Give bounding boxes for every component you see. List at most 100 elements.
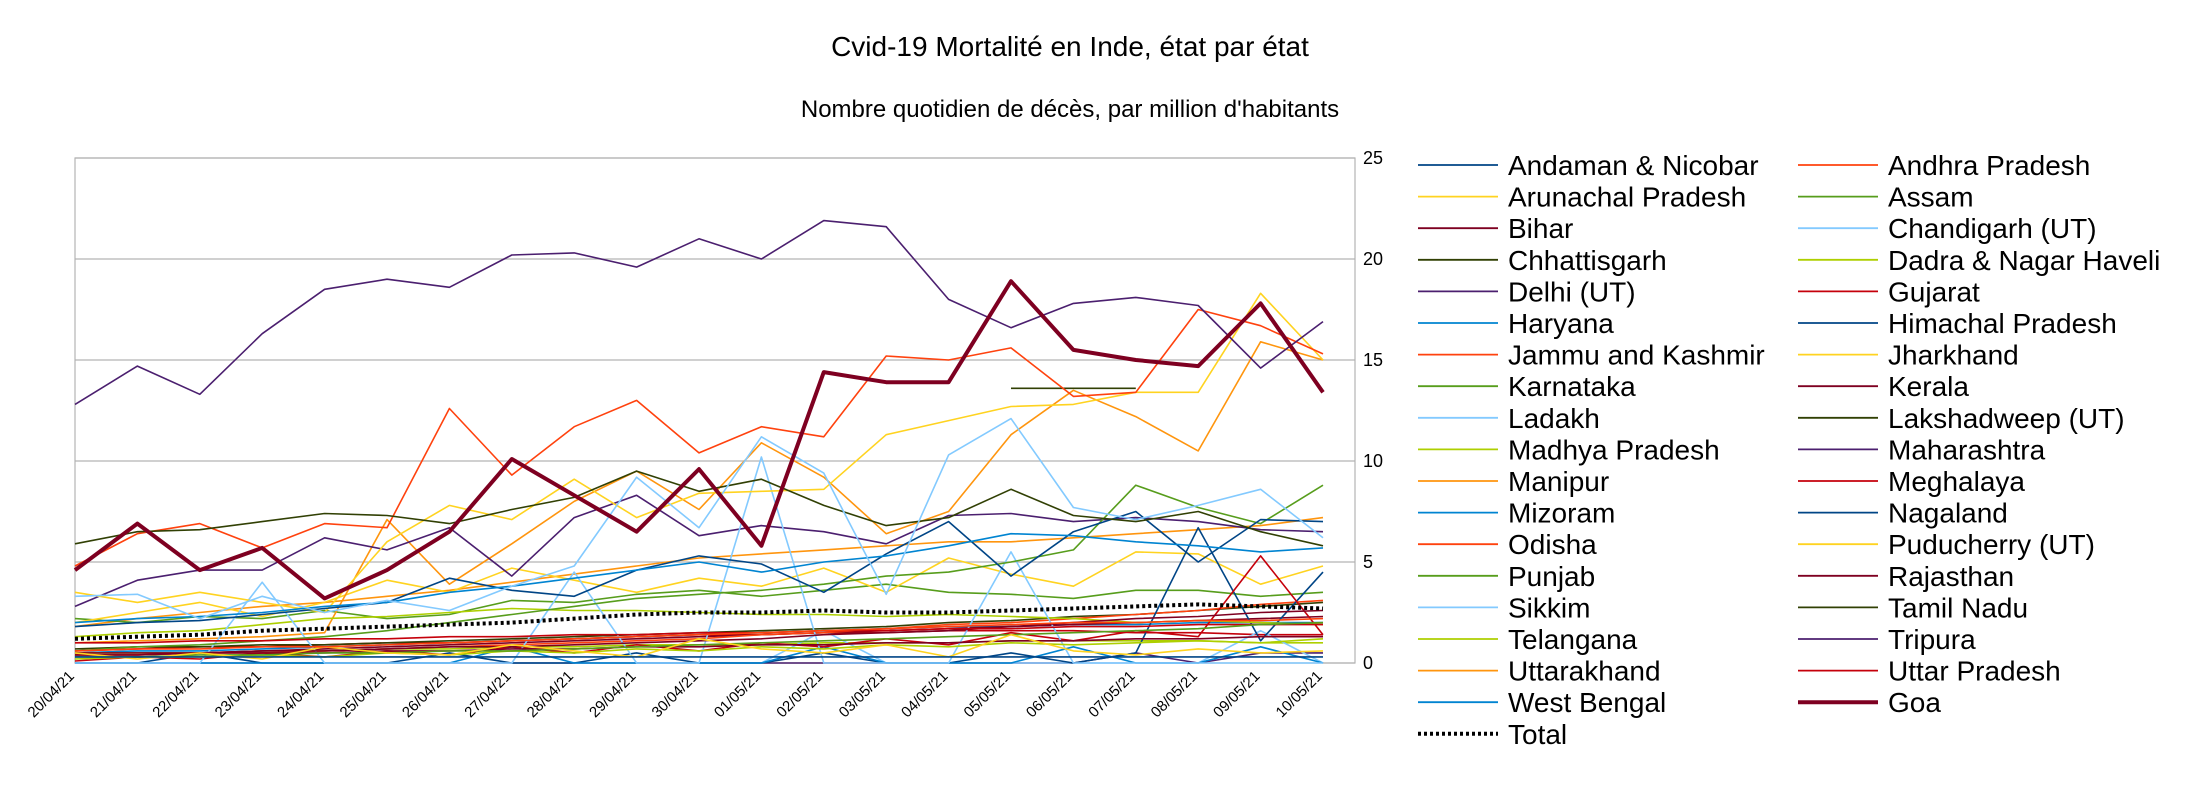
legend-entry: Punjab — [1418, 561, 1595, 592]
legend-label: Sikkim — [1508, 592, 1590, 623]
legend-entry: Nagaland — [1798, 498, 2008, 529]
legend-entry: Total — [1418, 719, 1567, 750]
chart-title: Cvid-19 Mortalité en Inde, état par état — [831, 31, 1309, 62]
legend-label: West Bengal — [1508, 687, 1666, 718]
series-line-jammu-and-kashmir — [74, 308, 1324, 567]
legend-label: Mizoram — [1508, 498, 1615, 529]
legend-entry: Bihar — [1418, 213, 1573, 244]
legend-label: Karnataka — [1508, 371, 1636, 402]
series-line-delhi-ut — [74, 219, 1324, 406]
legend-entry: Tripura — [1798, 624, 1976, 655]
legend-label: Kerala — [1888, 371, 1969, 402]
legend-label: Tripura — [1888, 624, 1976, 655]
x-tick-label: 01/05/21 — [711, 668, 764, 721]
series-line-himachal-pradesh — [74, 510, 1324, 628]
legend-entry: Lakshadweep (UT) — [1798, 403, 2125, 434]
legend-label: Andhra Pradesh — [1888, 150, 2090, 181]
series-line-total — [74, 602, 1324, 641]
x-tick-label: 28/04/21 — [524, 668, 577, 721]
series-line-chandigarh-ut — [74, 417, 1324, 620]
legend-entry: Uttar Pradesh — [1798, 656, 2061, 687]
x-tick-label: 26/04/21 — [399, 668, 452, 721]
legend-entry: Ladakh — [1418, 403, 1600, 434]
legend-entry: West Bengal — [1418, 687, 1666, 718]
legend-label: Jharkhand — [1888, 340, 2019, 371]
legend-entry: Haryana — [1418, 308, 1614, 339]
legend-entry: Madhya Pradesh — [1418, 434, 1720, 465]
legend-label: Assam — [1888, 182, 1974, 213]
legend-label: Himachal Pradesh — [1888, 308, 2117, 339]
series-line-chhattisgarh — [74, 470, 1324, 547]
legend-label: Dadra & Nagar Haveli — [1888, 245, 2160, 276]
series-line-andhra-pradesh — [74, 617, 1324, 652]
series-line-arunachal-pradesh — [74, 633, 1324, 660]
series-line-tamil-nadu — [74, 601, 1324, 650]
legend-entry: Karnataka — [1418, 371, 1636, 402]
series-line-haryana — [74, 532, 1324, 624]
legend-label: Gujarat — [1888, 276, 1980, 307]
legend-label: Lakshadweep (UT) — [1888, 403, 2125, 434]
x-tick-label: 09/05/21 — [1210, 668, 1263, 721]
legend-entry: Andhra Pradesh — [1798, 150, 2090, 181]
legend-label: Rajasthan — [1888, 561, 2014, 592]
legend-label: Arunachal Pradesh — [1508, 182, 1746, 213]
legend-entry: Tamil Nadu — [1798, 592, 2028, 623]
legend-label: Chandigarh (UT) — [1888, 213, 2097, 244]
series-line-manipur — [74, 341, 1324, 644]
x-tick-label: 22/04/21 — [149, 668, 202, 721]
legend-entry: Uttarakhand — [1418, 656, 1661, 687]
legend-label: Uttar Pradesh — [1888, 656, 2061, 687]
legend-entry: Sikkim — [1418, 592, 1590, 623]
x-axis: 20/04/21 21/04/21 22/04/21 23/04/21 24/04/21… — [25, 668, 1326, 721]
x-tick-label: 21/04/21 — [87, 668, 140, 721]
series-line-goa — [73, 279, 1325, 601]
legend-label: Bihar — [1508, 213, 1573, 244]
legend-entry: Chhattisgarh — [1418, 245, 1667, 276]
x-tick-label: 23/04/21 — [212, 668, 265, 721]
x-tick-label: 08/05/21 — [1148, 668, 1201, 721]
x-tick-label: 06/05/21 — [1023, 668, 1076, 721]
legend-label: Madhya Pradesh — [1508, 434, 1720, 465]
series-line-punjab — [74, 583, 1324, 624]
series-layer — [73, 219, 1325, 664]
y-tick-label: 20 — [1363, 249, 1383, 269]
legend-label: Jammu and Kashmir — [1508, 340, 1765, 371]
x-tick-label: 25/04/21 — [337, 668, 390, 721]
x-tick-label: 04/05/21 — [898, 668, 951, 721]
legend-entry: Jammu and Kashmir — [1418, 340, 1765, 371]
series-line-bihar — [75, 635, 1323, 656]
legend-label: Goa — [1888, 687, 1941, 718]
legend-entry: Gujarat — [1798, 276, 1980, 307]
legend-label: Maharashtra — [1888, 434, 2046, 465]
y-tick-label: 0 — [1363, 653, 1373, 673]
legend-entry: Delhi (UT) — [1418, 276, 1636, 307]
y-tick-label: 25 — [1363, 148, 1383, 168]
x-tick-label: 24/04/21 — [274, 668, 327, 721]
x-tick-label: 02/05/21 — [773, 668, 826, 721]
y-tick-label: 15 — [1363, 350, 1383, 370]
legend-entry: Kerala — [1798, 371, 1969, 402]
x-tick-label: 05/05/21 — [961, 668, 1014, 721]
legend-entry: Rajasthan — [1798, 561, 2014, 592]
legend-label: Andaman & Nicobar — [1508, 150, 1759, 181]
legend-label: Uttarakhand — [1508, 656, 1661, 687]
series-line-gujarat — [75, 623, 1323, 644]
legend-label: Chhattisgarh — [1508, 245, 1667, 276]
legend-entry: Telangana — [1418, 624, 1638, 655]
legend-entry: Maharashtra — [1798, 434, 2046, 465]
x-tick-label: 27/04/21 — [461, 668, 514, 721]
legend-label: Tamil Nadu — [1888, 592, 2028, 623]
legend-label: Odisha — [1508, 529, 1597, 560]
legend-entry: Andaman & Nicobar — [1418, 150, 1759, 181]
x-tick-label: 07/05/21 — [1085, 668, 1138, 721]
series-line-jharkhand — [74, 292, 1324, 614]
chart-subtitle: Nombre quotidien de décès, par million d… — [801, 96, 1339, 123]
x-tick-label: 03/05/21 — [836, 668, 889, 721]
x-tick-label: 10/05/21 — [1273, 668, 1326, 721]
series-line-kerala — [75, 609, 1324, 654]
y-tick-label: 5 — [1363, 552, 1373, 572]
legend-entry: Dadra & Nagar Haveli — [1798, 245, 2160, 276]
legend-label: Ladakh — [1508, 403, 1600, 434]
legend-label: Delhi (UT) — [1508, 276, 1636, 307]
legend-entry: Meghalaya — [1798, 466, 2025, 497]
